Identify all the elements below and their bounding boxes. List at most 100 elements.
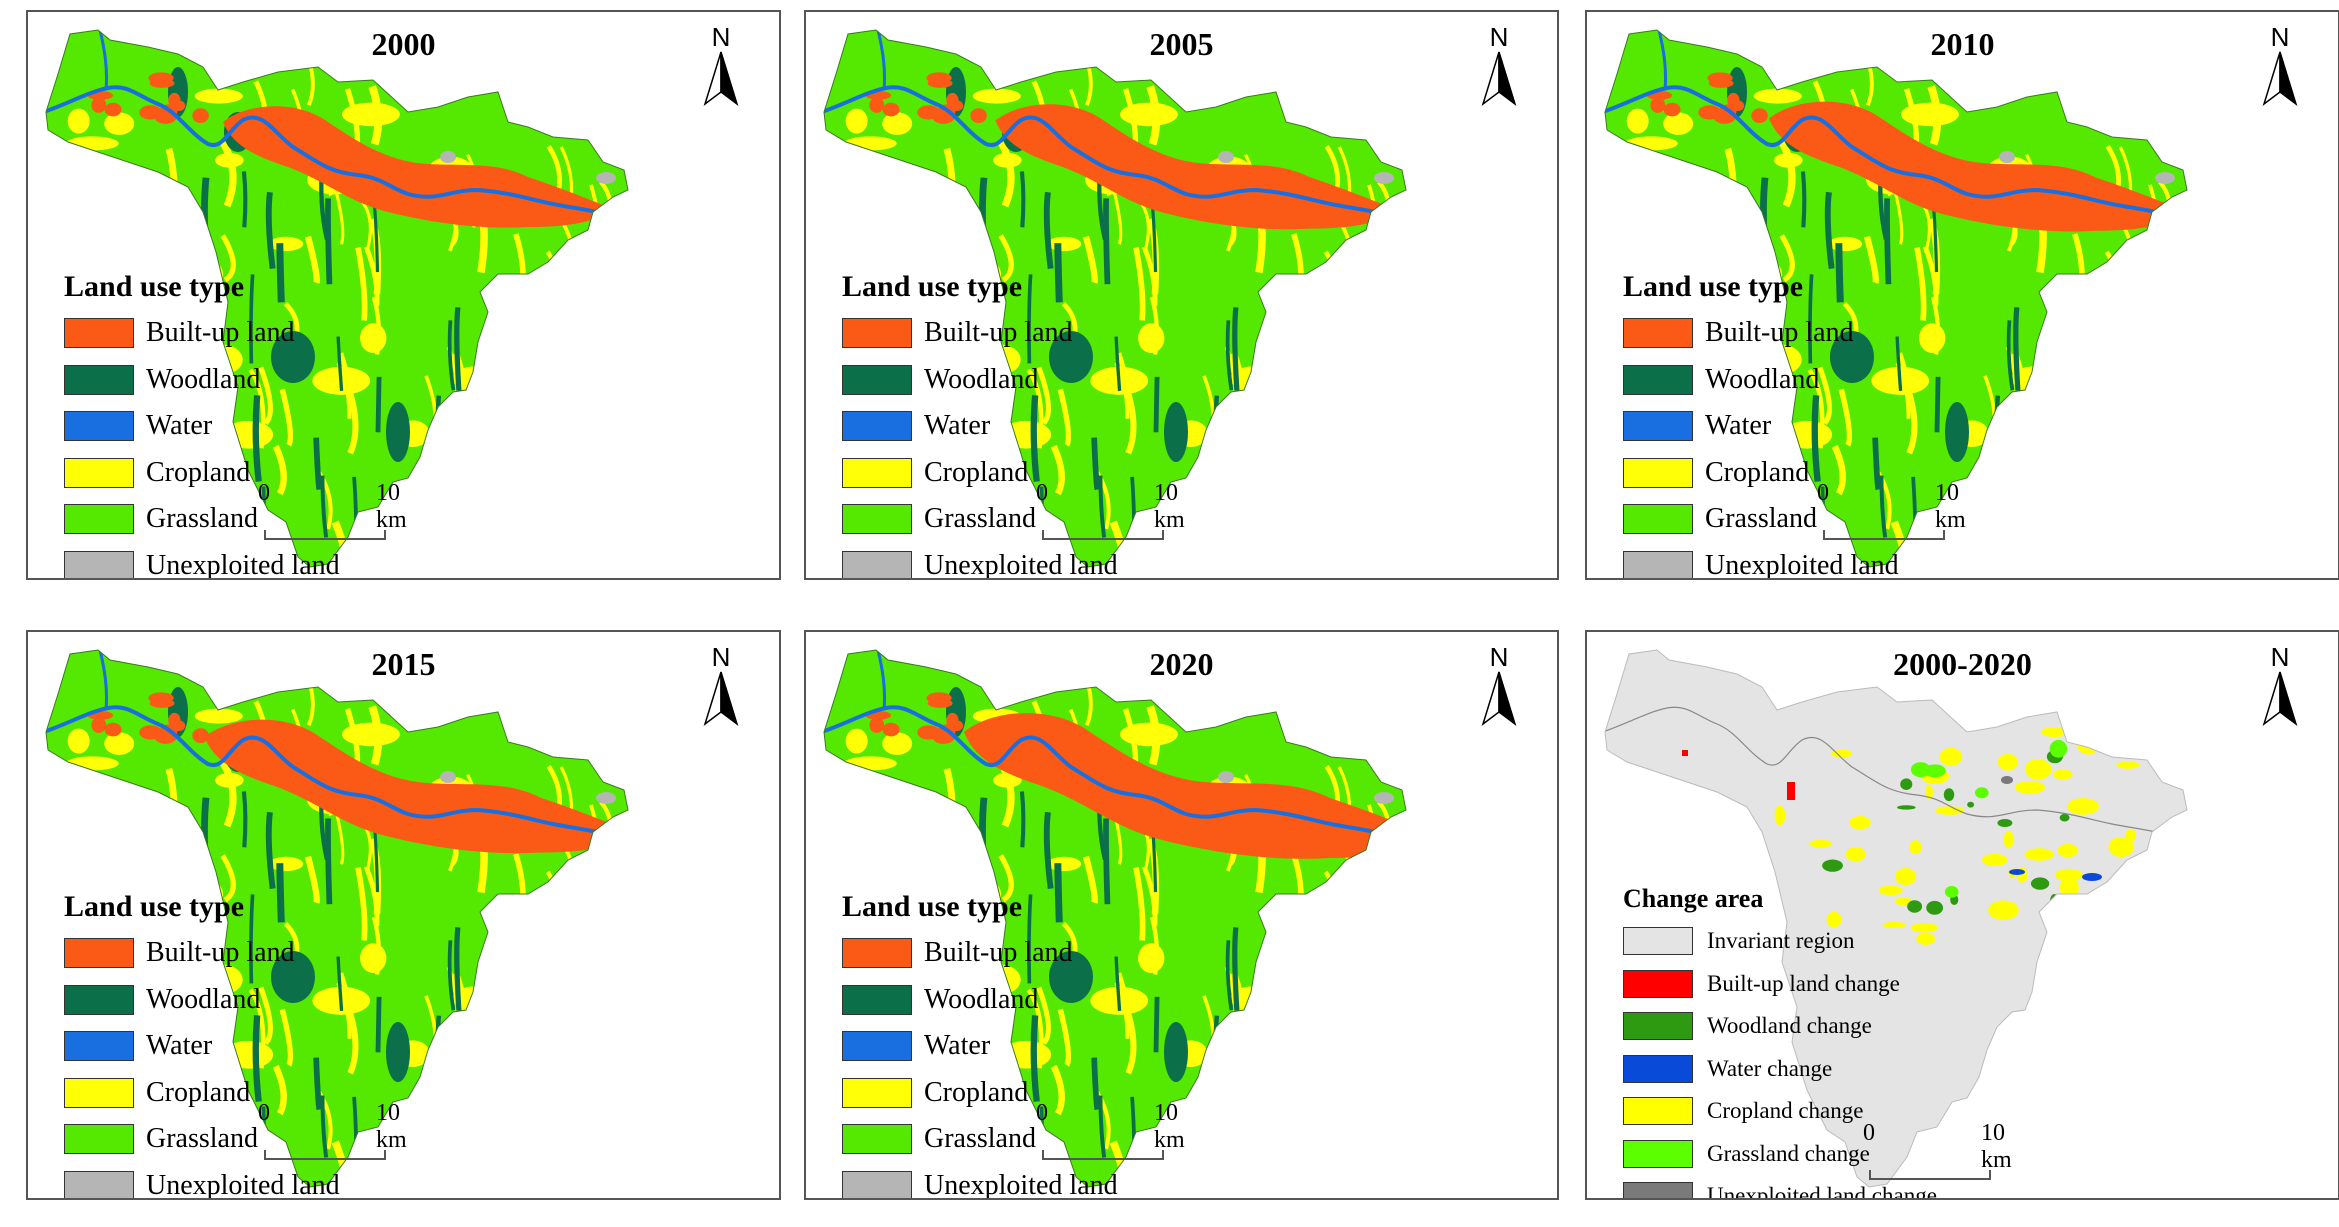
legend: Change area Invariant region Built-up land… — [1623, 884, 1937, 1198]
woodland-patch — [1027, 894, 1033, 984]
legend-label: Built-up land — [146, 937, 295, 969]
legend-swatch — [842, 1031, 912, 1062]
legend-item: Invariant region — [1623, 920, 1937, 963]
cropland-patch — [279, 388, 294, 447]
cropland-patch — [845, 108, 868, 134]
cropland-patch — [421, 1153, 435, 1187]
cropland-patch — [2147, 446, 2168, 511]
cropland-patch — [160, 255, 182, 270]
legend-item: Water — [64, 1023, 340, 1070]
cropland-patch — [2112, 389, 2175, 404]
woodland-patch — [1019, 791, 1026, 848]
cropland-patch — [943, 147, 957, 227]
legend-label: Woodland change — [1707, 1013, 1872, 1039]
legend-item: Grassland — [842, 1116, 1118, 1163]
woodland-patch — [1225, 940, 1234, 1011]
cropland-patch — [474, 491, 488, 567]
cropland-change-patch — [2107, 716, 2128, 727]
built-up-patch — [1708, 78, 1734, 88]
cropland-patch — [1050, 444, 1065, 496]
cropland-patch — [1366, 446, 1387, 511]
cropland-patch — [129, 793, 150, 845]
land-use-map — [1604, 29, 2188, 568]
scale-bar: 0 10 km — [1036, 1100, 1196, 1162]
land-use-map — [45, 29, 629, 568]
cropland-patch — [998, 141, 1015, 208]
woodland-patch — [1220, 522, 1227, 567]
north-label: N — [2270, 642, 2290, 672]
woodland-patch — [1236, 1142, 1245, 1187]
built-up-patch — [946, 92, 959, 108]
cropland-patch — [1343, 903, 1360, 970]
built-up-patch — [91, 97, 107, 113]
north-label: N — [1489, 642, 1509, 672]
scale-line — [1823, 530, 1945, 540]
cropland-patch — [1050, 1064, 1065, 1116]
cropland-change-patch — [1935, 806, 1965, 815]
legend-label: Grassland — [924, 503, 1036, 535]
cropland-patch — [1893, 191, 1904, 245]
built-up-patch — [1751, 108, 1768, 124]
legend-item: Unexploited land — [842, 543, 1118, 578]
cropland-change-patch — [2121, 904, 2133, 916]
legend-label: Water — [924, 410, 991, 442]
cropland-patch — [355, 867, 368, 941]
cropland-patch — [1199, 533, 1213, 567]
woodland-patch — [1043, 191, 1054, 269]
cropland-patch — [1373, 418, 1392, 465]
cropland-change-patch — [2066, 798, 2099, 815]
cropland-change-patch — [1924, 784, 1933, 800]
legend-item: Unexploited land — [64, 543, 340, 578]
cropland-patch — [2127, 468, 2144, 540]
built-up-patch — [105, 107, 116, 116]
woodland-patch — [2067, 525, 2077, 567]
legend-swatch — [64, 457, 134, 488]
legend-item: Unexploited land — [1623, 543, 1899, 578]
cropland-patch — [998, 234, 1014, 283]
legend-item: Unexploited land change — [1623, 1175, 1937, 1198]
woodland-patch — [1027, 274, 1033, 364]
change-map — [1604, 649, 2188, 1188]
cropland-patch — [304, 855, 320, 904]
legend-item: Water — [64, 403, 340, 450]
legend-label: Built-up land — [924, 937, 1073, 969]
built-up-patch — [149, 698, 175, 708]
cropland-patch — [2080, 387, 2093, 466]
cropland-change-patch — [2024, 848, 2054, 861]
woodland-patch — [458, 522, 467, 567]
woodland-change-patch — [1997, 818, 2013, 828]
legend-title: Land use type — [64, 270, 245, 303]
woodland-patch — [249, 274, 255, 364]
legend-item: Water change — [1623, 1048, 1937, 1091]
map-land-use — [1605, 30, 2187, 567]
woodland-patch — [1800, 171, 1807, 228]
legend-item: Cropland change — [1623, 1090, 1937, 1133]
legend-swatch — [842, 318, 912, 349]
woodland-change-patch — [2030, 877, 2050, 890]
unexploited-patch — [440, 151, 456, 163]
woodland-patch — [1808, 274, 1814, 364]
woodland-patch — [320, 475, 329, 538]
cropland-patch — [1120, 722, 1178, 747]
cropland-patch — [360, 943, 387, 974]
river-tributary — [876, 650, 886, 711]
woodland-change-patch — [1943, 788, 1955, 802]
legend-swatch — [64, 1077, 134, 1108]
built-up-area — [204, 719, 628, 854]
cropland-patch — [540, 1099, 563, 1126]
cropland-patch — [1636, 179, 1652, 253]
cropland-patch — [1313, 476, 1343, 489]
woodland-patch — [249, 894, 255, 984]
cropland-patch — [1688, 173, 1709, 225]
cropland-patch — [1626, 108, 1649, 134]
cropland-patch — [907, 793, 928, 845]
cropland-patch — [272, 1064, 287, 1116]
cropland-patch — [95, 808, 108, 870]
region-boundary — [1604, 649, 2188, 1188]
cropland-patch — [167, 226, 186, 270]
cropland-patch — [882, 732, 913, 755]
legend-label: Grassland — [146, 1123, 258, 1155]
cropland-patch — [1373, 1038, 1392, 1085]
cropland-patch — [1199, 1153, 1213, 1187]
legend-swatch — [64, 1170, 134, 1198]
